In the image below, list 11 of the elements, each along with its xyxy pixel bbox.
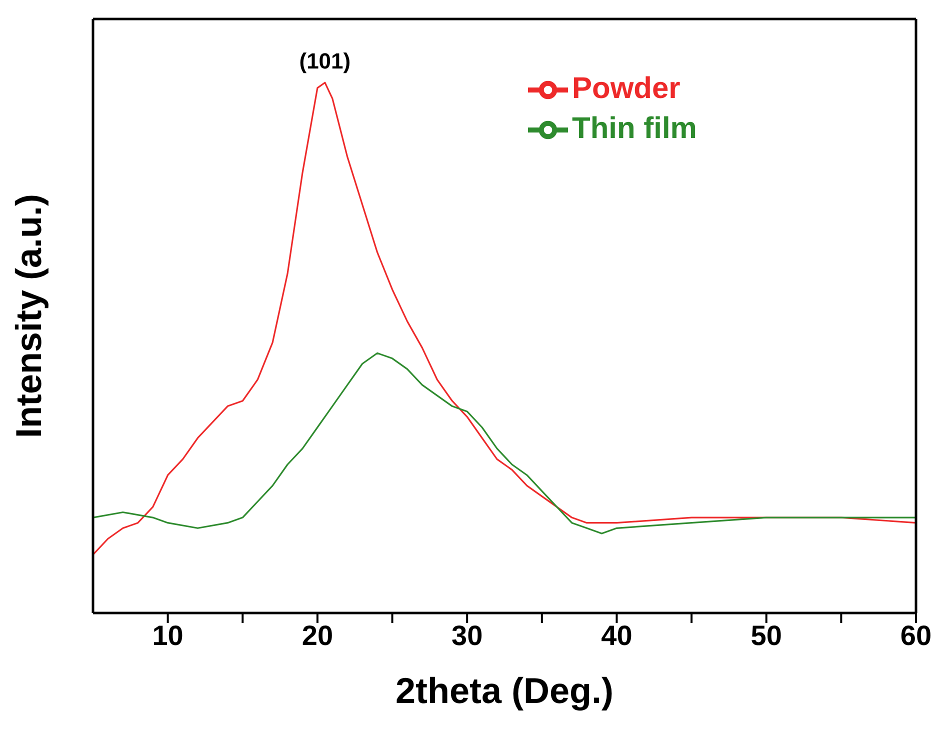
legend-label: Thin film xyxy=(572,112,697,146)
x-tick-label: 30 xyxy=(452,620,483,651)
x-axis-title: 2theta (Deg.) xyxy=(395,670,614,711)
x-tick-label: 50 xyxy=(750,620,782,651)
annotation: (101) xyxy=(299,48,351,74)
x-tick-label: 10 xyxy=(152,620,184,651)
x-tick-label: 20 xyxy=(302,620,334,651)
legend-label: Powder xyxy=(572,72,680,105)
x-tick-label: 60 xyxy=(900,620,932,651)
x-tick-label: 40 xyxy=(601,620,632,651)
y-axis-title: Intensity (a.u.) xyxy=(8,194,49,438)
